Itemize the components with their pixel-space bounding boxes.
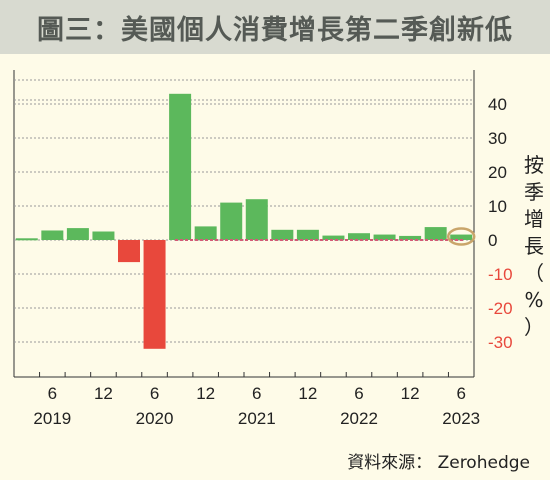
x-tick-label-month: 12 [196, 384, 215, 403]
x-tick-label-year: 2020 [136, 409, 174, 428]
y-axis-title-char: ） [524, 315, 544, 339]
x-tick-label-year: 2023 [442, 409, 480, 428]
y-axis-title-char: 長 [524, 234, 544, 258]
bar-2021Q2 [245, 199, 268, 240]
bar-2022Q4 [399, 235, 422, 240]
bar-2021Q3 [271, 229, 294, 240]
bar-2019Q4 [92, 231, 115, 240]
bar-2022Q1 [322, 235, 345, 240]
bar-2022Q3 [373, 234, 396, 240]
y-tick-label: 20 [488, 163, 507, 182]
bar-2023Q1 [424, 227, 447, 240]
title-bar: 圖三：美國個人消費增長第二季創新低 [0, 0, 550, 54]
source-note: 資料來源： Zerohedge [347, 453, 530, 473]
bar-2021Q4 [296, 229, 319, 240]
x-tick-label-month: 6 [456, 384, 465, 403]
y-axis-title-char: % [524, 288, 543, 312]
chart-title: 圖三：美國個人消費增長第二季創新低 [37, 14, 513, 46]
y-axis-title-char: 按 [524, 153, 544, 177]
gridlines [13, 70, 475, 378]
bar-2020Q3 [169, 93, 192, 240]
y-axis-title-char: 增 [524, 207, 544, 231]
y-tick-label: 10 [488, 197, 507, 216]
bar-2019Q2 [41, 230, 64, 240]
x-tick-label-month: 6 [150, 384, 159, 403]
y-tick-label: -30 [488, 333, 513, 352]
annotations [175, 227, 476, 246]
bar-2020Q1 [118, 240, 140, 263]
bar-2019Q3 [66, 228, 89, 240]
x-tick-label-month: 6 [252, 384, 261, 403]
x-tick-label-month: 12 [401, 384, 420, 403]
x-axis: 6 12 6 12 6 12 6 12 6 2019 2020 2021 2022 2023 [13, 372, 480, 428]
x-tick-label-month: 6 [48, 384, 57, 403]
x-tick-label-month: 12 [298, 384, 317, 403]
x-tick-label-year: 2021 [238, 409, 276, 428]
highlight-ring [446, 227, 476, 246]
y-axis-title-char: 季 [524, 180, 544, 204]
bar-2021Q1 [220, 202, 243, 240]
y-tick-label: -10 [488, 265, 513, 284]
y-axis-title-char: （ [524, 261, 544, 285]
x-tick-label-year: 2019 [33, 409, 71, 428]
x-tick-label-month: 12 [94, 384, 113, 403]
bar-2019Q1 [15, 238, 38, 241]
bar-chart: 6 12 6 12 6 12 6 12 6 2019 2020 2021 2022 2023 40 30 20… [13, 70, 544, 428]
y-tick-label: 0 [488, 231, 497, 250]
bar-2022Q2 [348, 233, 370, 240]
bar-2020Q2 [143, 240, 166, 349]
x-tick-label-month: 6 [354, 384, 363, 403]
y-axis: 40 30 20 10 0 -10 -20 -30 [488, 95, 513, 352]
y-tick-label: 30 [488, 129, 507, 148]
y-tick-label: 40 [488, 95, 507, 114]
x-tick-label-year: 2022 [340, 409, 378, 428]
bar-2020Q4 [194, 226, 217, 240]
bars [15, 93, 473, 349]
bar-2023Q2 [450, 234, 473, 240]
y-tick-label: -20 [488, 299, 513, 318]
